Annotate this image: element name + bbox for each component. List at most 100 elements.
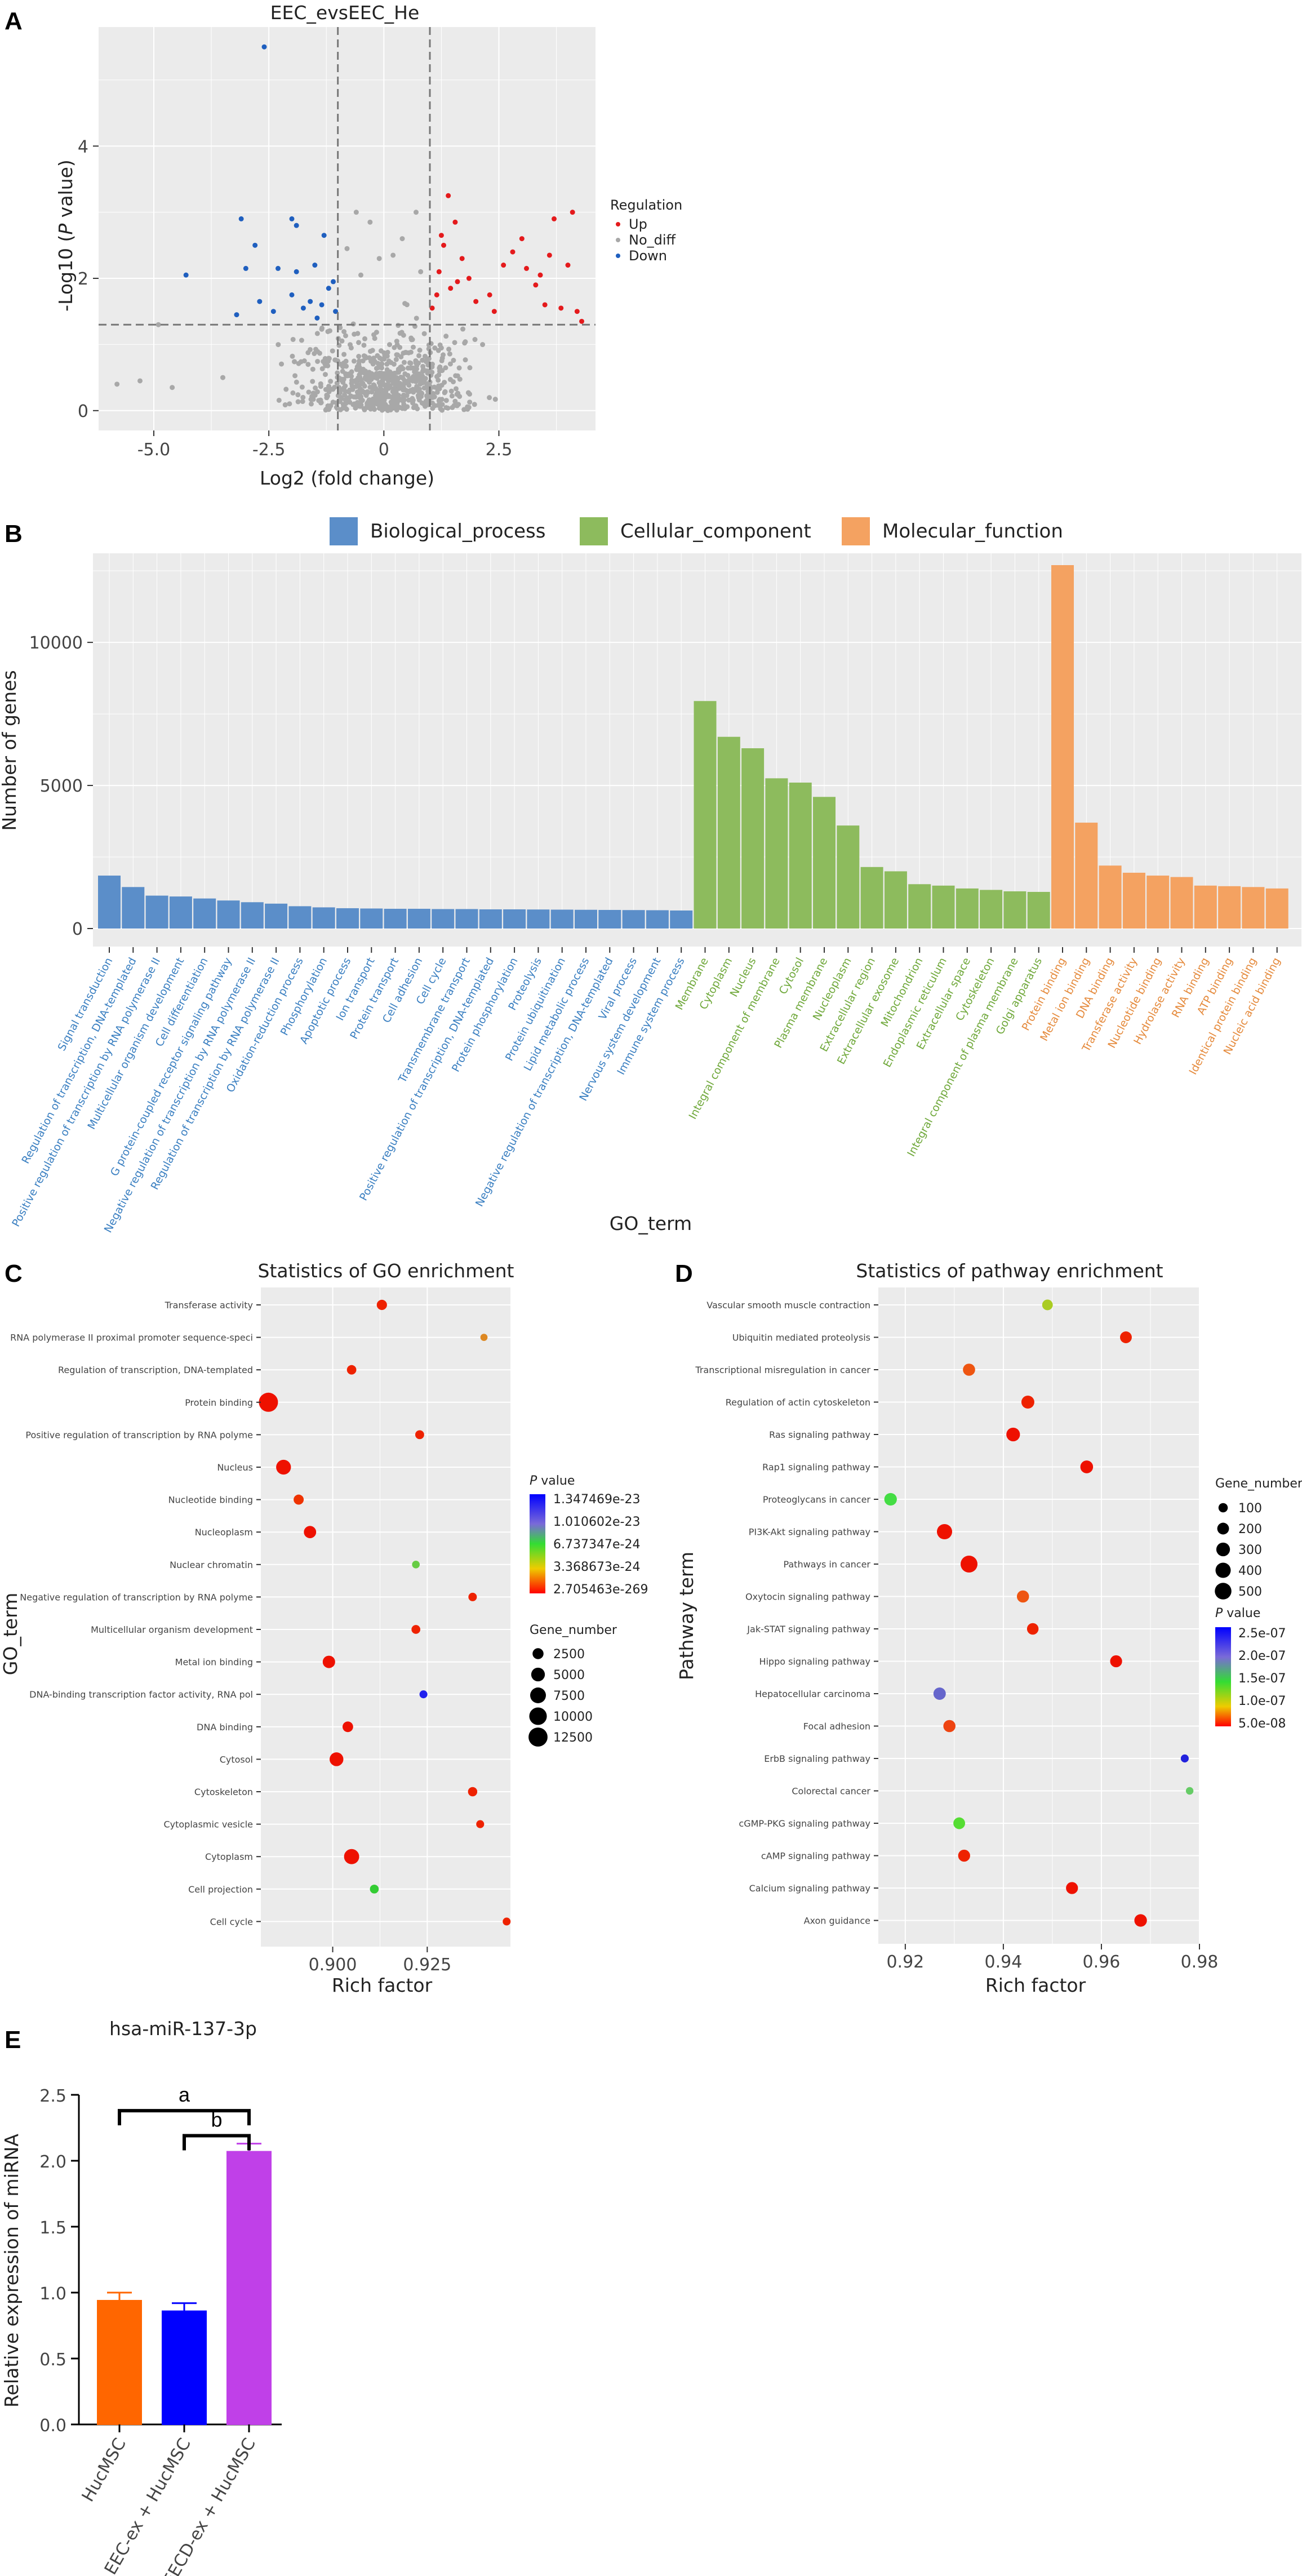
volcano-no-diff-point — [375, 353, 380, 358]
volcano-up-points — [429, 193, 584, 324]
bubble-term-label: Colorectal cancer — [792, 1786, 870, 1797]
volcano-no-diff-point — [279, 361, 285, 367]
volcano-no-diff-point — [300, 399, 305, 405]
volcano-no-diff-point — [294, 379, 299, 385]
volcano-no-diff-point — [421, 377, 427, 383]
volcano-down-point — [294, 269, 299, 274]
bubble-point — [304, 1526, 317, 1539]
go-size-legend-label: 5000 — [553, 1668, 585, 1682]
bubble-x-tick-label: 0.94 — [985, 1952, 1023, 1972]
volcano-no-diff-point — [310, 379, 315, 384]
bubble-x-tick-label: 0.98 — [1181, 1952, 1219, 1972]
volcano-no-diff-point — [405, 365, 411, 371]
bubble-term-label: Regulation of actin cytoskeleton — [726, 1397, 870, 1408]
pathway-x-ticks: 0.92 0.94 0.96 0.98 — [886, 1944, 1218, 1972]
pathway-size-legend-items: 100 200 300 400 500 — [1215, 1502, 1262, 1600]
bubble-point — [1134, 1914, 1147, 1927]
volcano-no-diff-point — [337, 325, 343, 331]
volcano-no-diff-point — [275, 342, 281, 348]
go-bar — [265, 903, 288, 929]
volcano-no-diff-point — [290, 336, 296, 342]
volcano-no-diff-point — [328, 379, 334, 384]
volcano-y-ticks: 0 2 4 — [78, 137, 99, 421]
go-bar-y-tick-label: 5000 — [40, 776, 83, 796]
bubble-term-label: Pathways in cancer — [783, 1559, 870, 1570]
volcano-no-diff-point — [487, 395, 492, 401]
volcano-no-diff-point — [472, 402, 477, 407]
volcano-no-diff-point — [398, 354, 404, 359]
go-bar — [1051, 565, 1074, 929]
volcano-no-diff-point — [432, 345, 438, 351]
volcano-no-diff-point — [300, 394, 306, 400]
go-bar — [1075, 823, 1098, 929]
volcano-down-point — [314, 315, 320, 321]
volcano-x-ticks: -5.0 -2.5 0 2.5 — [137, 430, 512, 460]
bubble-point — [884, 1493, 897, 1506]
go-bar — [312, 907, 335, 929]
pathway-size-legend-dot — [1215, 1562, 1231, 1578]
bubble-term-label: Protein binding — [185, 1397, 253, 1408]
volcano-no-diff-point — [341, 352, 347, 357]
volcano-no-diff-point — [366, 397, 372, 403]
volcano-no-diff-point — [386, 378, 392, 384]
volcano-no-diff-point — [399, 330, 405, 335]
volcano-no-diff-point — [301, 358, 307, 364]
pathway-size-legend-dot — [1217, 1522, 1229, 1535]
volcano-down-point — [300, 305, 306, 311]
volcano-down-point — [270, 309, 276, 314]
volcano-no-diff-point — [326, 389, 332, 394]
mirna-bar — [97, 2300, 142, 2426]
bubble-term-label: Proteoglycans in cancer — [763, 1494, 871, 1505]
volcano-no-diff-point — [325, 328, 331, 334]
mirna-significance-label: b — [211, 2108, 222, 2131]
volcano-no-diff-point — [362, 407, 367, 412]
go-enrichment-y-label: GO_term — [0, 1593, 21, 1675]
go-bar — [1265, 888, 1288, 929]
volcano-no-diff-point — [435, 387, 441, 392]
volcano-no-diff-point — [394, 342, 400, 348]
volcano-no-diff-point — [467, 365, 473, 371]
go-bar — [717, 736, 740, 929]
legend-cc-swatch — [580, 517, 608, 545]
volcano-no-diff-point — [287, 401, 292, 407]
volcano-no-diff-point — [460, 326, 466, 332]
volcano-no-diff-point — [357, 395, 363, 401]
bubble-term-label: Cell projection — [188, 1884, 253, 1895]
bubble-point — [953, 1817, 966, 1829]
bubble-x-tick-label: 0.92 — [886, 1952, 924, 1972]
mirna-significance-bracket — [118, 2109, 251, 2126]
volcano-no-diff-point — [290, 353, 295, 359]
volcano-no-diff-point — [372, 407, 377, 412]
go-bar — [503, 909, 526, 929]
volcano-no-diff-point — [388, 407, 393, 412]
mirna-significance-label: a — [179, 2083, 190, 2106]
volcano-y-tick-label: 2 — [78, 269, 88, 289]
volcano-down-point — [275, 265, 281, 271]
volcano-no-diff-point — [394, 352, 399, 358]
volcano-x-tick-label: 0 — [379, 440, 389, 460]
volcano-no-diff-point — [379, 374, 384, 380]
volcano-no-diff-point — [411, 344, 416, 350]
volcano-down-point — [331, 279, 336, 285]
go-bar-y-ticks: 0 5000 10000 — [29, 633, 93, 939]
go-bar-legend: Biological_process Cellular_component Mo… — [330, 517, 1063, 545]
volcano-no-diff-point — [349, 380, 354, 386]
go-bar-y-label: Number of genes — [0, 670, 20, 830]
mirna-y-tick-label: 1.0 — [39, 2284, 66, 2304]
volcano-no-diff-point — [369, 389, 375, 395]
bubble-point — [1180, 1754, 1189, 1763]
bubble-term-label: Axon guidance — [804, 1916, 870, 1926]
volcano-no-diff-point — [308, 401, 314, 407]
volcano-no-diff-point — [463, 339, 468, 345]
volcano-no-diff-point — [319, 366, 325, 371]
pathway-size-legend-label: 300 — [1238, 1543, 1262, 1557]
bubble-point — [1021, 1396, 1034, 1409]
volcano-no-diff-point — [374, 394, 379, 400]
panel-label-a: A — [5, 7, 23, 35]
go-bar — [193, 898, 216, 929]
volcano-no-diff-point — [368, 402, 374, 408]
volcano-no-diff-point — [408, 349, 414, 355]
volcano-y-tick-label: 4 — [78, 137, 88, 157]
bubble-point — [1006, 1427, 1020, 1442]
